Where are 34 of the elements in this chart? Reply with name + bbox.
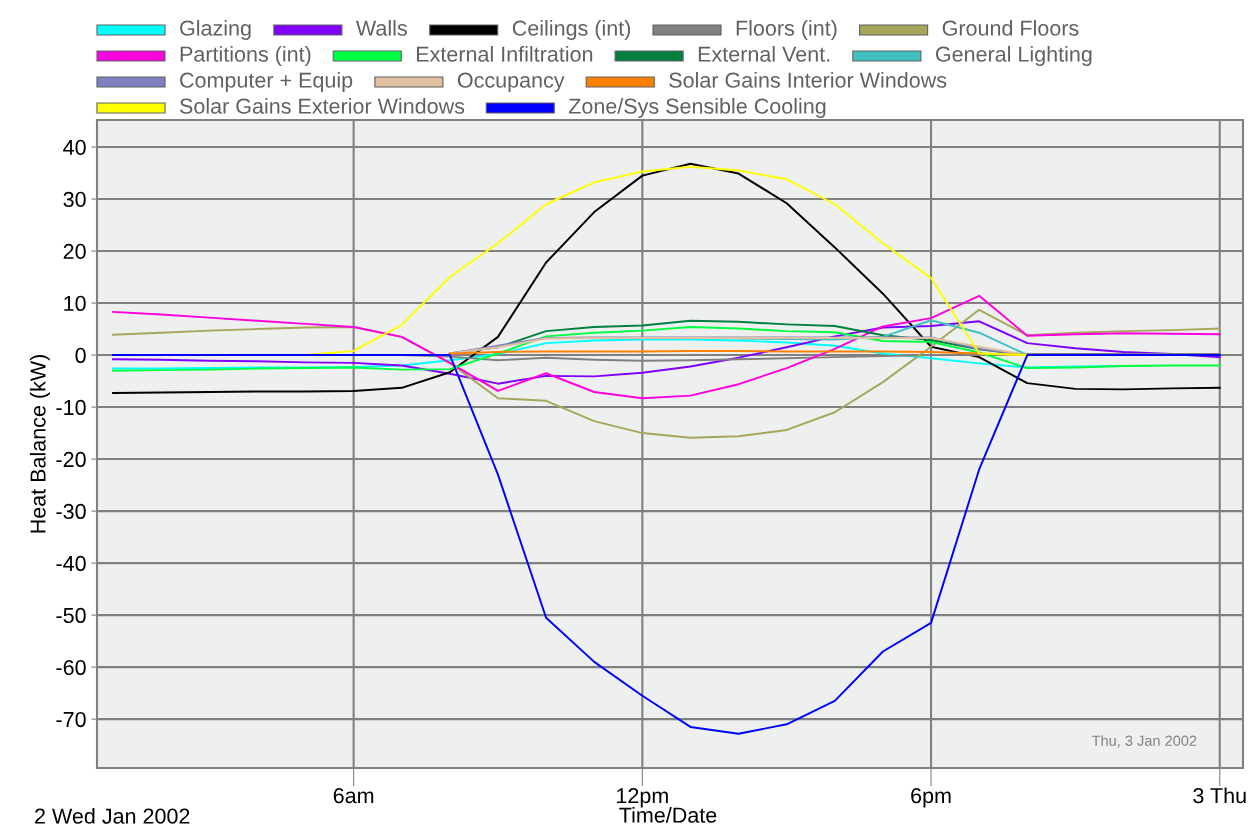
- y-tick-label: -60: [56, 659, 86, 676]
- y-tick-label: -50: [56, 607, 86, 624]
- x-tick-label: 6pm: [911, 788, 951, 808]
- y-tick-label: -20: [56, 451, 86, 468]
- y-tick-label: 10: [64, 295, 86, 312]
- annotation: Thu, 3 Jan 2002: [1091, 735, 1197, 748]
- y-tick-label: -40: [56, 555, 86, 572]
- y-tick-label: -30: [56, 503, 86, 520]
- legend-label: Glazing: [180, 19, 251, 41]
- legend-label: Ceilings (int): [512, 19, 631, 41]
- legend-label: Solar Gains Interior Windows: [669, 71, 947, 88]
- legend-label: External Infiltration: [417, 45, 593, 62]
- text: 2 Wed Jan 2002: [35, 807, 190, 824]
- legend-label: Ground Floors: [942, 19, 1079, 36]
- legend-label: Computer + Equip: [180, 71, 353, 93]
- legend-label: Occupancy: [457, 72, 565, 93]
- y-tick-label: 30: [63, 191, 86, 208]
- y-tick-label: 40: [63, 139, 86, 156]
- y-axis-title: Heat Balance (kW): [29, 355, 50, 533]
- legend-label: Floors (int): [736, 19, 837, 41]
- legend-label: Partitions (int): [180, 45, 311, 67]
- legend-label: General Lighting: [935, 45, 1092, 67]
- legend-label: Walls: [355, 19, 407, 36]
- x-axis-title: Time/Date: [619, 806, 717, 823]
- legend-label: Zone/Sys Sensible Cooling: [568, 97, 826, 119]
- y-tick-label: 20: [63, 243, 86, 260]
- y-tick-label: 0: [75, 347, 86, 364]
- x-tick-label: 12pm: [617, 788, 668, 808]
- legend-label: Solar Gains Exterior Windows: [179, 97, 465, 114]
- x-tick-label: 6am: [333, 788, 374, 804]
- x-tick-label: 3 Thu: [1193, 787, 1246, 804]
- y-tick-label: -10: [56, 399, 86, 416]
- legend-label: External Vent.: [698, 45, 830, 62]
- y-tick-label: -70: [56, 711, 86, 728]
